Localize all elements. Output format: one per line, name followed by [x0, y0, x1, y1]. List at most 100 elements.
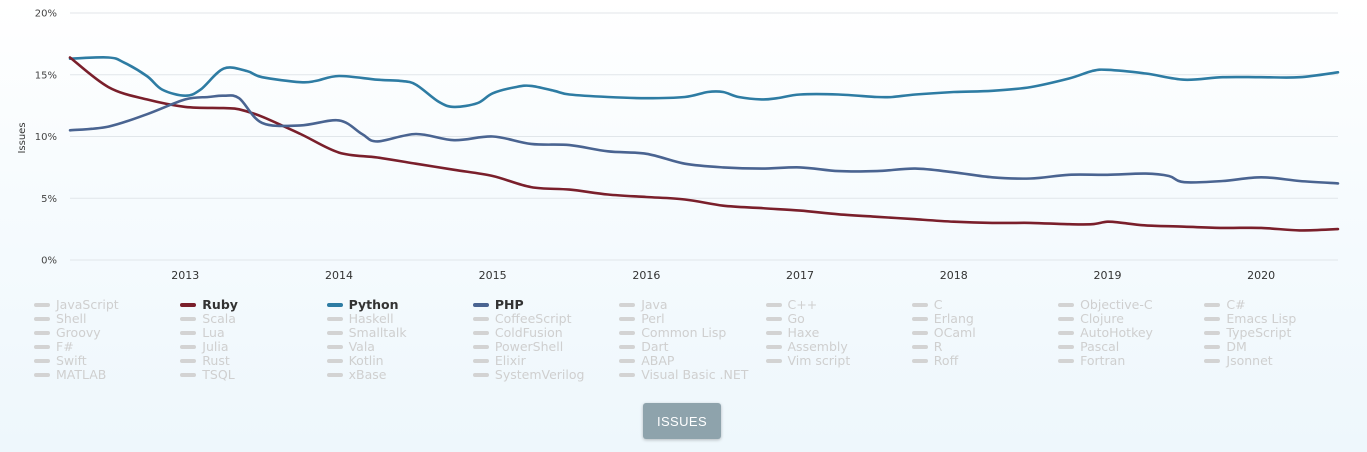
- legend-item-typescript[interactable]: TypeScript: [1204, 326, 1291, 340]
- legend-label: xBase: [348, 367, 387, 382]
- legend-item-common-lisp[interactable]: Common Lisp: [619, 326, 726, 340]
- x-tick-label: 2013: [171, 269, 199, 282]
- legend-swatch: [180, 372, 197, 377]
- legend-item-c[interactable]: C: [911, 298, 943, 312]
- legend-item-coldfusion[interactable]: ColdFusion: [472, 326, 563, 340]
- legend-swatch: [619, 372, 636, 377]
- x-tick-label: 2016: [632, 269, 660, 282]
- legend-swatch: [911, 344, 928, 349]
- legend-item-smalltalk[interactable]: Smalltalk: [326, 325, 407, 340]
- legend-item-vim-script[interactable]: Vim script: [765, 354, 850, 368]
- legend-label: PowerShell: [494, 339, 564, 354]
- x-tick-label: 2015: [479, 269, 507, 282]
- y-tick-label: 20%: [35, 9, 57, 20]
- legend-label: C++: [787, 297, 818, 312]
- legend-item-swift[interactable]: Swift: [34, 354, 87, 368]
- legend-item-jsonnet[interactable]: Jsonnet: [1204, 353, 1273, 368]
- legend-label: Jsonnet: [1226, 353, 1273, 368]
- legend-item-groovy[interactable]: Groovy: [34, 326, 101, 340]
- legend-swatch: [180, 302, 197, 307]
- x-tick-label: 2017: [786, 269, 814, 282]
- legend-swatch: [1058, 316, 1075, 321]
- legend-item-visual-basic-net[interactable]: Visual Basic .NET: [619, 368, 748, 382]
- legend-swatch: [34, 372, 50, 377]
- legend-label: F#: [56, 339, 74, 354]
- legend-item-ocaml[interactable]: OCaml: [911, 326, 976, 340]
- y-axis-label: Issues: [17, 122, 28, 153]
- legend-item-coffeescript[interactable]: CoffeeScript: [472, 312, 572, 326]
- legend-swatch: [911, 316, 928, 321]
- legend-item-haskell[interactable]: Haskell: [326, 311, 394, 326]
- legend-item-r[interactable]: R: [911, 340, 942, 354]
- legend-swatch: [180, 344, 197, 349]
- legend-swatch: [326, 344, 343, 349]
- x-tick-label: 2020: [1247, 269, 1275, 282]
- legend-label: Haskell: [348, 311, 394, 326]
- gridlines: [70, 12, 1338, 261]
- legend-item-pascal[interactable]: Pascal: [1058, 340, 1119, 354]
- legend-item-assembly[interactable]: Assembly: [765, 340, 848, 354]
- y-tick-label: 10%: [35, 132, 57, 143]
- legend-swatch: [472, 316, 489, 321]
- legend-swatch: [34, 316, 50, 321]
- legend-item-javascript[interactable]: JavaScript: [34, 298, 119, 312]
- legend-item-java[interactable]: Java: [619, 298, 668, 312]
- legend-swatch: [765, 316, 782, 321]
- legend-item-powershell[interactable]: PowerShell: [472, 339, 564, 354]
- legend-label: Python: [348, 297, 399, 312]
- legend-label: PHP: [494, 297, 524, 312]
- y-tick-label: 0%: [41, 256, 57, 267]
- legend-item-lua[interactable]: Lua: [180, 326, 225, 340]
- legend-swatch: [472, 344, 489, 349]
- issues-button[interactable]: ISSUES: [643, 403, 721, 439]
- legend-item-xbase[interactable]: xBase: [326, 367, 387, 382]
- legend-item-kotlin[interactable]: Kotlin: [326, 353, 384, 368]
- legend-item-objective-c[interactable]: Objective-C: [1058, 298, 1153, 312]
- legend-item-emacs-lisp[interactable]: Emacs Lisp: [1204, 312, 1296, 326]
- legend-item-tsql[interactable]: TSQL: [180, 368, 235, 382]
- legend-item-julia[interactable]: Julia: [180, 339, 229, 354]
- legend-item-fortran[interactable]: Fortran: [1058, 354, 1125, 368]
- legend-item-scala[interactable]: Scala: [180, 312, 236, 326]
- legend-item-go[interactable]: Go: [765, 312, 805, 326]
- legend-item-f[interactable]: F#: [34, 340, 74, 354]
- legend-item-elixir[interactable]: Elixir: [472, 354, 526, 368]
- legend-item-matlab[interactable]: MATLAB: [34, 368, 106, 382]
- legend-item-systemverilog[interactable]: SystemVerilog: [472, 368, 584, 382]
- legend-swatch: [34, 358, 50, 363]
- legend-item-perl[interactable]: Perl: [619, 312, 665, 326]
- legend-item-autohotkey[interactable]: AutoHotkey: [1058, 326, 1153, 340]
- legend-swatch: [472, 372, 489, 377]
- legend-item-abap[interactable]: ABAP: [619, 354, 674, 368]
- legend-label: Pascal: [1080, 339, 1120, 354]
- legend-item-vala[interactable]: Vala: [326, 340, 375, 354]
- legend-swatch: [1058, 344, 1075, 349]
- legend-label: Julia: [202, 339, 229, 354]
- legend-swatch: [326, 358, 343, 363]
- legend-label: Dart: [641, 339, 669, 354]
- legend-label: Scala: [202, 311, 236, 326]
- legend-label: AutoHotkey: [1080, 325, 1153, 340]
- legend-item-c[interactable]: C#: [1204, 298, 1246, 312]
- legend-label: TypeScript: [1226, 325, 1292, 340]
- legend-swatch: [472, 330, 489, 335]
- legend-item-shell[interactable]: Shell: [34, 312, 87, 326]
- legend-item-clojure[interactable]: Clojure: [1058, 312, 1124, 326]
- legend-item-dart[interactable]: Dart: [619, 339, 669, 354]
- legend-label: Objective-C: [1080, 297, 1153, 312]
- legend-item-ruby[interactable]: Ruby: [180, 298, 238, 312]
- legend-swatch: [911, 330, 928, 335]
- legend-item-c[interactable]: C++: [765, 297, 818, 312]
- legend-item-php[interactable]: PHP: [472, 297, 524, 312]
- legend-item-python[interactable]: Python: [326, 297, 399, 312]
- legend-label: Kotlin: [348, 353, 384, 368]
- legend-item-roff[interactable]: Roff: [911, 354, 958, 368]
- legend-swatch: [765, 330, 782, 335]
- legend-label: Smalltalk: [348, 325, 407, 340]
- legend-item-erlang[interactable]: Erlang: [911, 312, 974, 326]
- legend-swatch: [34, 302, 50, 307]
- legend-swatch: [34, 344, 50, 349]
- legend-item-rust[interactable]: Rust: [180, 354, 230, 368]
- legend-item-haxe[interactable]: Haxe: [765, 326, 819, 340]
- legend-item-dm[interactable]: DM: [1204, 340, 1247, 354]
